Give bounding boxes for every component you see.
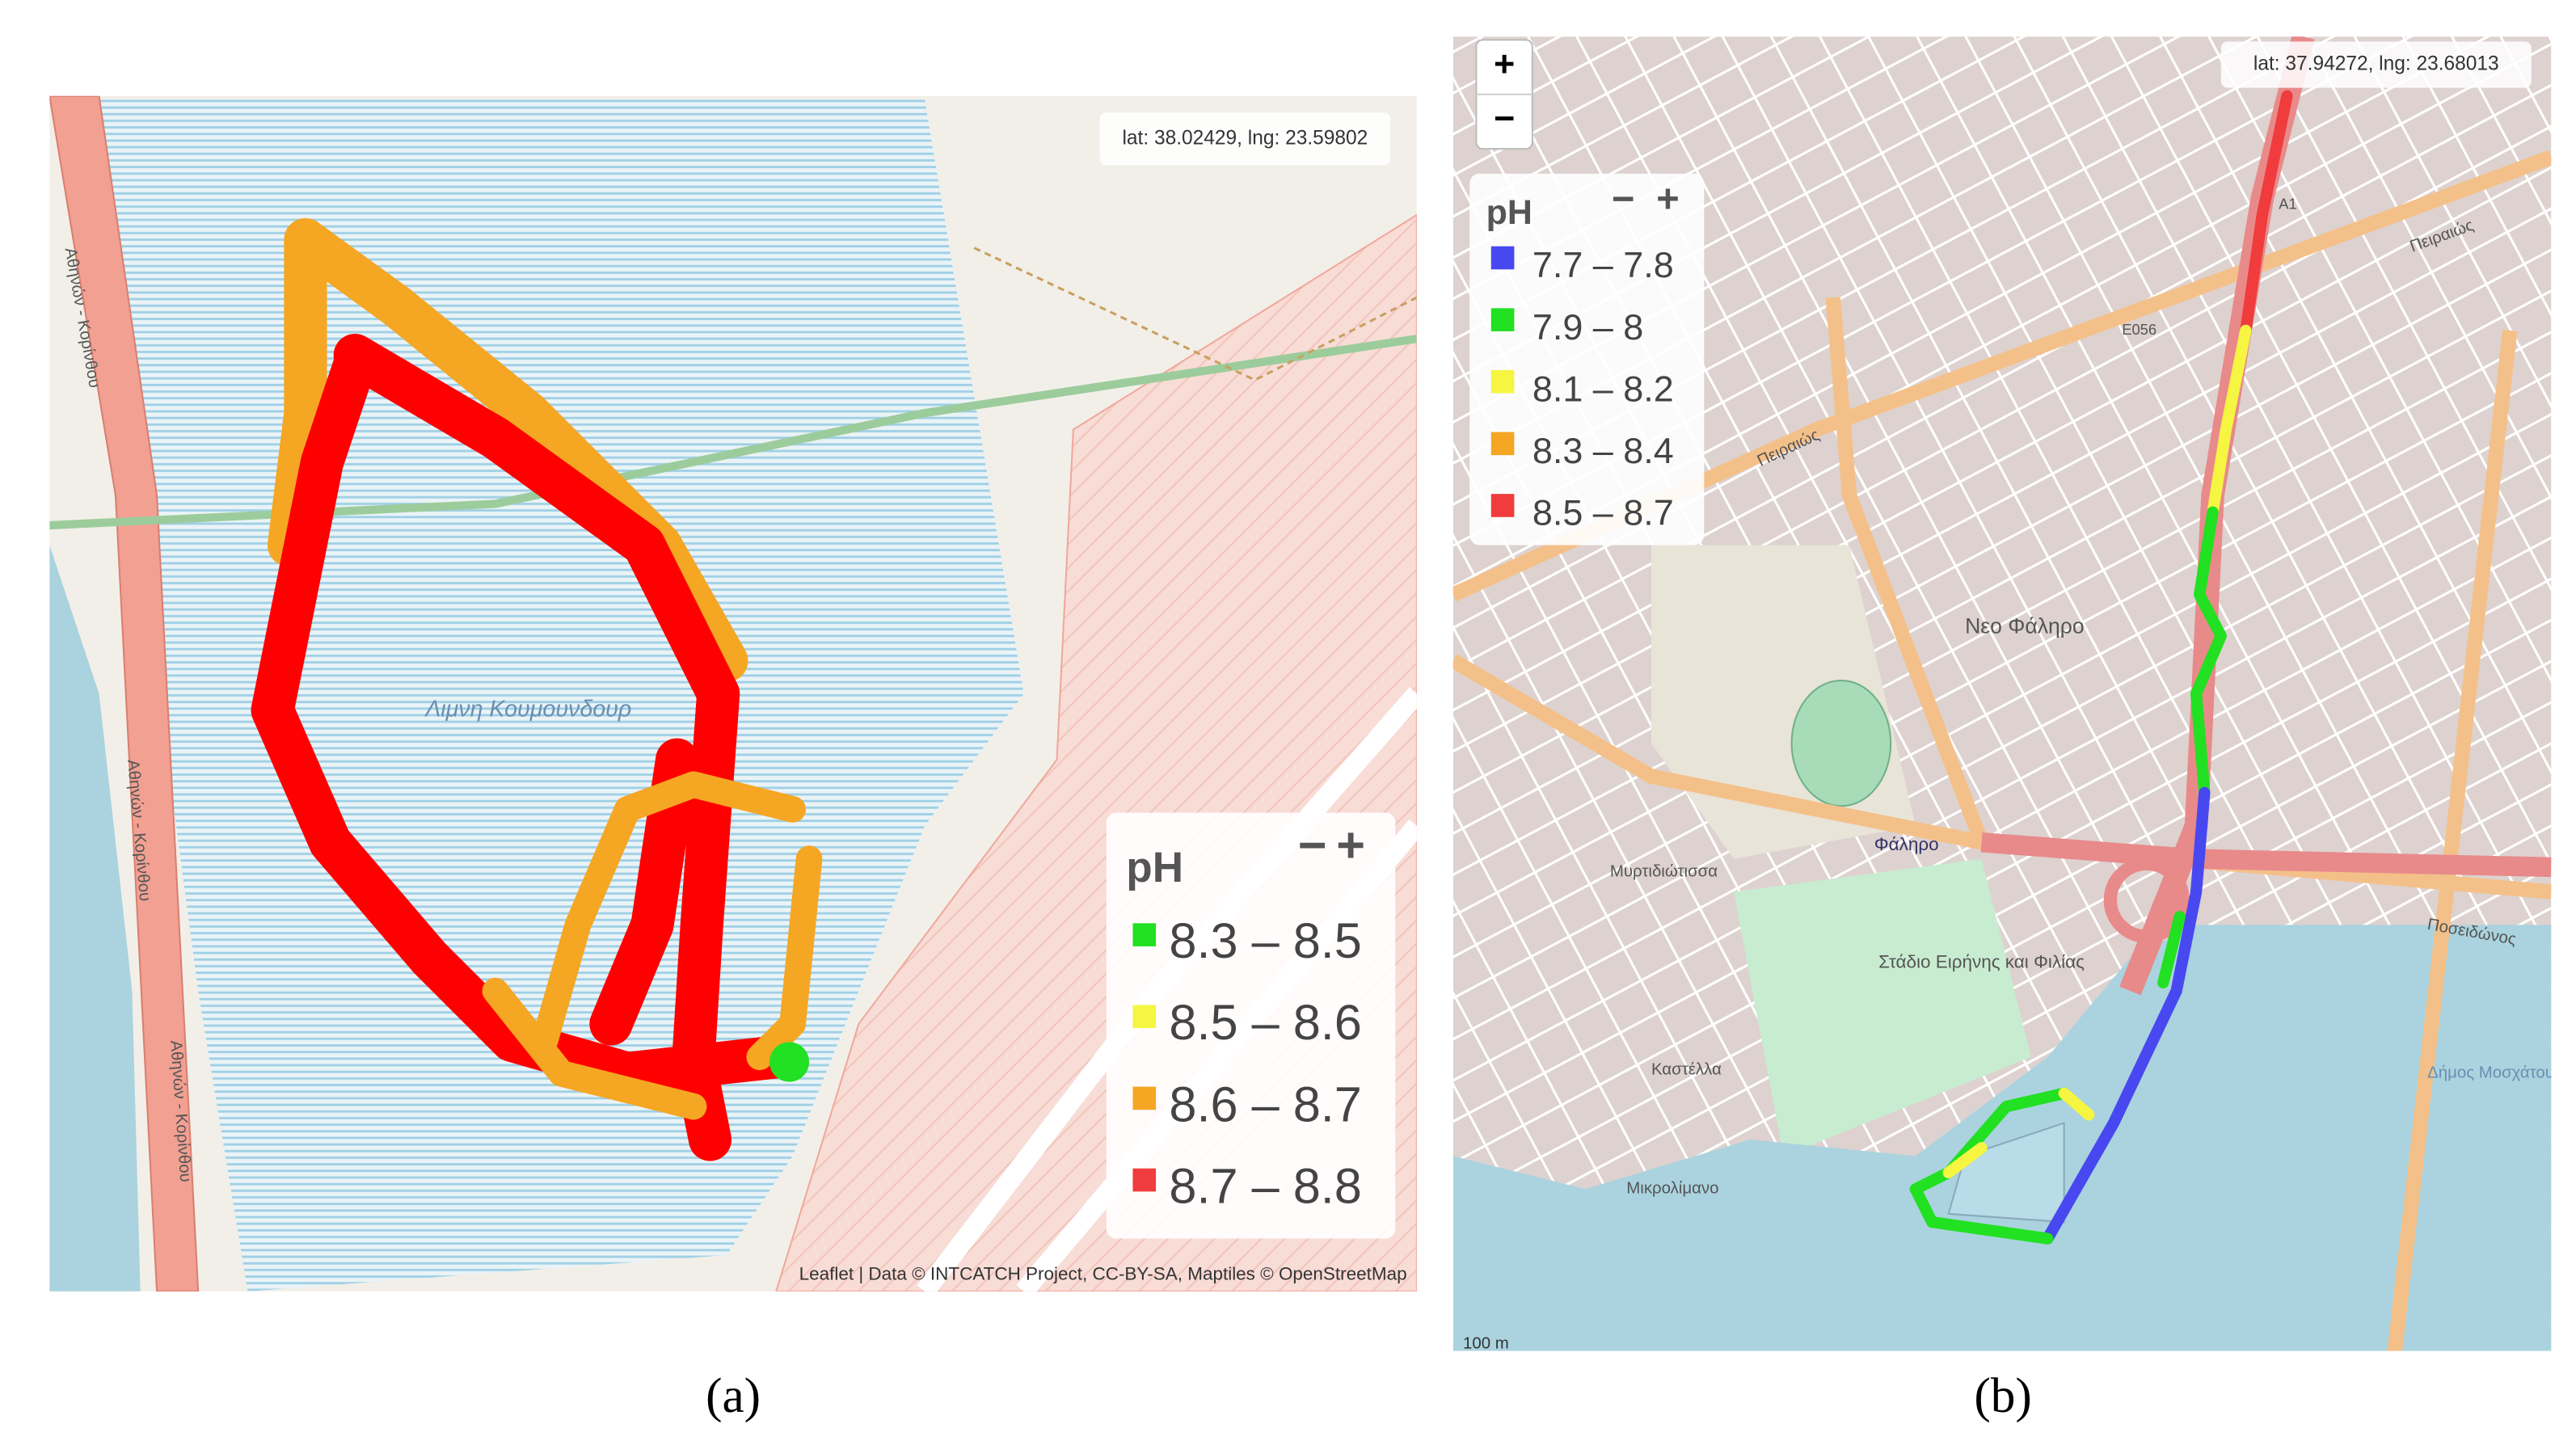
- caption: (a): [706, 1368, 761, 1423]
- legend-title[interactable]: pH: [1126, 844, 1183, 891]
- trace-b: [1909, 90, 2293, 1245]
- map-label: Καστέλλα: [1651, 1061, 1722, 1079]
- legend-label: 7.9 – 8: [1533, 306, 1643, 348]
- map-label: Φάληρο: [1874, 834, 1939, 854]
- legend-swatch: [1490, 494, 1515, 517]
- map-label: Στάδιο Ειρήνης και Φιλίας: [1878, 951, 2085, 971]
- zoom-control: + −: [1475, 39, 1533, 150]
- legend-label: 8.5 – 8.6: [1169, 995, 1361, 1050]
- trace-a: [251, 217, 823, 1161]
- attribution[interactable]: Leaflet | Data © INTCATCH Project, CC-BY…: [799, 1263, 1407, 1283]
- legend-label: 8.1 – 8.2: [1533, 368, 1674, 409]
- caption: (b): [1974, 1368, 2031, 1423]
- legend-swatch: [1490, 369, 1515, 394]
- legend-swatch: [1490, 432, 1515, 456]
- zoom-in[interactable]: +: [1494, 43, 1515, 84]
- legend-label: 7.7 – 7.8: [1533, 244, 1674, 285]
- trace-point: [769, 1042, 810, 1082]
- legend-label: 8.7 – 8.8: [1169, 1158, 1361, 1213]
- scale: 100 m: [1463, 1335, 1509, 1353]
- map-label: Δήμος Μοσχάτου Ταύρου: [2427, 1064, 2576, 1082]
- zoom-out[interactable]: −: [1494, 97, 1515, 138]
- legend-swatch: [1132, 923, 1157, 946]
- legend-expand[interactable]: +: [1656, 178, 1680, 221]
- legend: pH − + 7.7 – 7.8 7.9 – 8 8.1 – 8.2 8.3 – 8.…: [1469, 173, 1705, 546]
- coords: lat: 38.02429, lng: 23.59802: [1122, 127, 1368, 149]
- coords-box: [1099, 112, 1391, 166]
- legend-swatch: [1132, 1086, 1157, 1110]
- legend-collapse[interactable]: −: [1612, 178, 1635, 221]
- map-label: Μυρτιδιώτισσα: [1610, 862, 1718, 880]
- legend: pH − + 8.3 – 8.5 8.5 – 8.6 8.6 – 8.7 8.7 – …: [1106, 812, 1396, 1239]
- coords-box: [2220, 41, 2532, 88]
- map-a: Λιμνη Κουμουνδουρ Αθηνών - Κορίνθου Αθην…: [49, 95, 1417, 1292]
- legend-swatch: [1490, 308, 1515, 331]
- legend-collapse[interactable]: −: [1298, 818, 1327, 873]
- map-label: A1: [2279, 196, 2296, 213]
- legend-expand[interactable]: +: [1336, 818, 1365, 873]
- legend-swatch: [1132, 1005, 1157, 1029]
- legend-label: 8.3 – 8.5: [1169, 913, 1361, 968]
- map-label: Λιμνη Κουμουνδουρ: [424, 696, 631, 722]
- coords: lat: 37.94272, lng: 23.68013: [2253, 53, 2499, 74]
- legend-label: 8.5 – 8.7: [1533, 492, 1674, 533]
- map-label: Μικρολίμανο: [1626, 1180, 1718, 1198]
- map-label: E056: [2122, 321, 2157, 338]
- map-label: Νεο Φάληρο: [1965, 614, 2085, 638]
- legend-label: 8.3 – 8.4: [1533, 430, 1674, 471]
- legend-swatch: [1490, 246, 1515, 270]
- legend-label: 8.6 – 8.7: [1169, 1077, 1361, 1131]
- legend-title[interactable]: pH: [1486, 193, 1533, 232]
- legend-swatch: [1132, 1168, 1157, 1192]
